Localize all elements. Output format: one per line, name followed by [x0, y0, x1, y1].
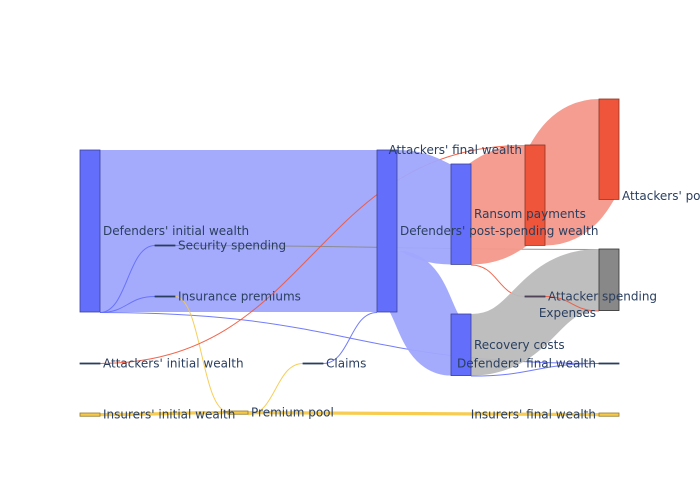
node-label-insurers-initial: Insurers' initial wealth — [103, 408, 235, 422]
link-defenders-initial-to-security-spending[interactable] — [99, 245, 156, 313]
link-claims-to-defenders-post-spending[interactable] — [322, 312, 378, 364]
node-insurance-premiums[interactable] — [154, 295, 176, 298]
node-label-insurance-premiums: Insurance premiums — [178, 290, 301, 304]
node-label-attackers-final: Attackers' final wealth — [389, 143, 522, 157]
node-attacker-spending[interactable] — [524, 295, 546, 298]
node-recovery-costs[interactable] — [450, 313, 472, 376]
node-attackers-post-ransom[interactable] — [598, 98, 620, 200]
node-premium-pool[interactable] — [227, 410, 249, 415]
node-attackers-initial[interactable] — [79, 362, 101, 365]
link-insurance-premiums-to-premium-pool[interactable] — [174, 296, 229, 412]
node-label-attacker-spending: Attacker spending — [548, 290, 657, 304]
node-label-insurers-final: Insurers' final wealth — [471, 408, 596, 422]
node-defenders-final[interactable] — [598, 362, 620, 365]
nodes-layer — [79, 98, 620, 417]
node-label-claims: Claims — [326, 357, 366, 371]
link-attackers-initial-to-attackers-final[interactable] — [99, 145, 526, 364]
link-attackers-final-to-attackers-post-ransom[interactable] — [522, 99, 622, 246]
node-ransom-payments[interactable] — [450, 163, 472, 265]
node-defenders-post-spending[interactable] — [376, 149, 398, 313]
links-layer — [99, 99, 622, 417]
node-label-premium-pool: Premium pool — [251, 406, 334, 420]
link-premium-pool-to-insurers-final[interactable] — [247, 411, 600, 417]
link-attacker-spending-to-expenses[interactable] — [544, 296, 600, 312]
node-label-security-spending: Security spending — [178, 239, 286, 253]
node-insurers-final[interactable] — [598, 412, 620, 417]
node-claims[interactable] — [302, 362, 324, 365]
link-ransom-payments-to-attackers-final[interactable] — [464, 145, 532, 265]
node-label-defenders-post-spending: Defenders' post-spending wealth — [400, 224, 598, 238]
node-insurers-initial[interactable] — [79, 412, 101, 417]
link-premium-pool-to-claims[interactable] — [247, 363, 304, 416]
node-label-attackers-initial: Attackers' initial wealth — [103, 357, 244, 371]
node-label-expenses: Expenses — [539, 306, 596, 320]
node-defenders-initial[interactable] — [79, 149, 101, 313]
node-label-defenders-initial: Defenders' initial wealth — [103, 224, 249, 238]
node-label-attackers-post-ransom: Attackers' post-ransom wealth — [622, 189, 700, 203]
link-defenders-post-spending-to-ransom-payments[interactable] — [394, 150, 454, 265]
link-recovery-costs-to-defenders-final[interactable] — [470, 363, 600, 377]
link-recovery-costs-to-expenses[interactable] — [468, 249, 602, 376]
node-label-defenders-final: Defenders' final wealth — [457, 357, 596, 371]
node-label-recovery-costs: Recovery costs — [474, 338, 565, 352]
link-insurers-initial-to-premium-pool[interactable] — [99, 411, 229, 417]
node-attackers-final[interactable] — [524, 144, 546, 246]
link-defenders-post-spending-to-recovery-costs[interactable] — [385, 250, 463, 376]
node-expenses[interactable] — [598, 248, 620, 311]
node-security-spending[interactable] — [154, 244, 176, 247]
node-label-ransom-payments: Ransom payments — [474, 207, 586, 221]
